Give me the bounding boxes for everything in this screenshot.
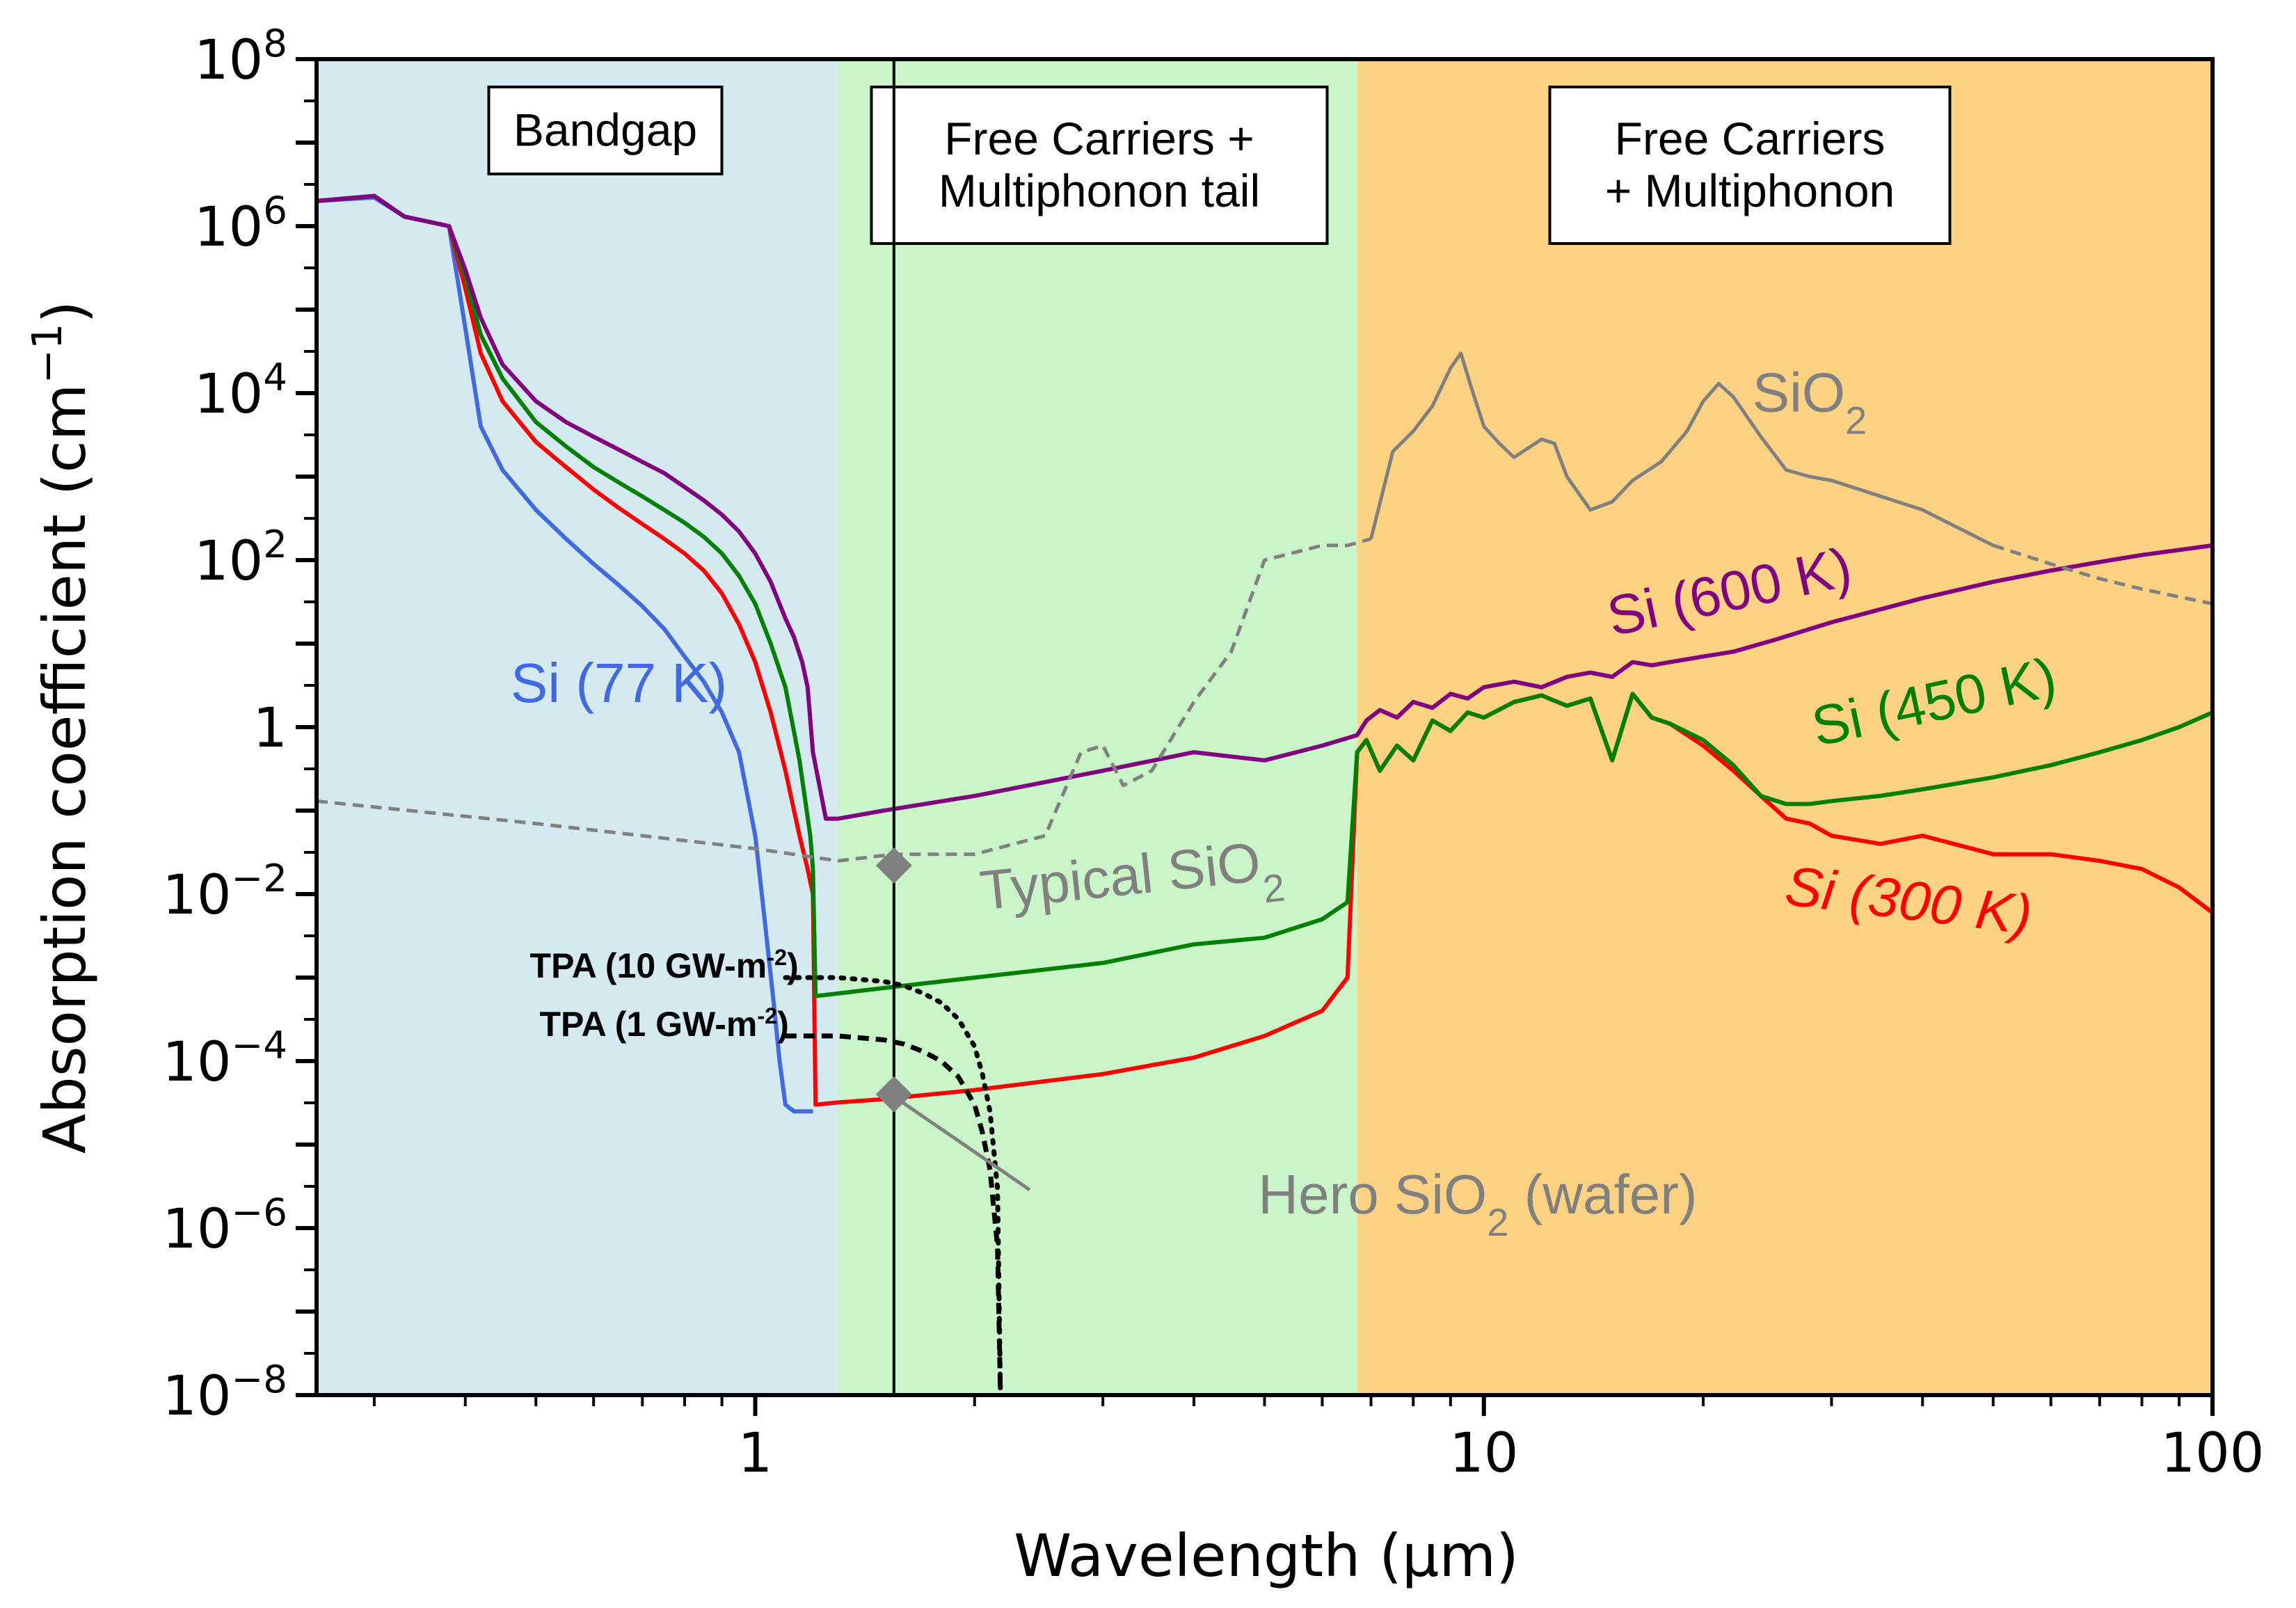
region-label-line: Bandgap <box>513 104 697 156</box>
y-tick-label: 102 <box>194 522 287 593</box>
series-tpa-10-gw-m-2 <box>783 975 1003 1398</box>
region-2 <box>838 59 1357 1395</box>
series-si-600-k <box>316 193 2213 821</box>
x-axis-title: Wavelength (μm) <box>1014 1522 1519 1590</box>
series-si-450-k <box>316 193 2214 998</box>
region-label-line: Free Carriers + <box>944 113 1254 164</box>
series-si-77-k <box>316 195 813 1114</box>
axes-group <box>296 57 2215 1416</box>
tick-labels: 108 106 104 102 1 10−2 10−4 10−6 10−8 1 10 100 <box>162 21 2264 1485</box>
x-tick-label: 10 <box>1449 1422 1518 1485</box>
y-tick-label: 10−8 <box>162 1357 287 1428</box>
series-lines <box>316 193 2214 1398</box>
marker-1 <box>875 847 912 884</box>
hero-leader-line <box>900 1099 1031 1192</box>
x-tick-label: 100 <box>2161 1422 2265 1485</box>
x-tick-label: 1 <box>738 1422 773 1485</box>
series-sio2-segment-1 <box>316 536 1372 863</box>
region-label-line: + Multiphonon <box>1605 165 1895 216</box>
series-si-300-k <box>316 193 2214 1107</box>
label-sio2: SiO2 <box>1753 362 1867 443</box>
y-tick-label: 106 <box>194 188 287 259</box>
y-tick-label: 10−2 <box>162 856 287 927</box>
background-regions <box>317 59 2213 1395</box>
region-label-1: Bandgap <box>487 86 724 175</box>
series-sio2-segment-2 <box>1369 351 1994 548</box>
region-label-line: Multiphonon tail <box>939 165 1260 216</box>
region-1 <box>317 59 838 1395</box>
y-tick-label: 10−6 <box>162 1190 287 1261</box>
label-hero: Hero SiO2 (wafer) <box>1258 1163 1697 1244</box>
y-tick-label: 1 <box>253 697 287 760</box>
region-labels: Bandgap Free Carriers +Multiphonon tailFr… <box>487 86 1952 245</box>
region-3 <box>1357 59 2213 1395</box>
y-tick-label: 10−4 <box>162 1023 287 1094</box>
region-label-line: Free Carriers <box>1615 113 1886 164</box>
series-sio2-segment-3 <box>1992 543 2213 606</box>
y-tick-label: 108 <box>194 21 287 92</box>
y-axis-title: Absorption coefficient (cm−1) <box>23 301 99 1154</box>
label-tpa10: TPA (10 GW-m-2) <box>530 945 799 985</box>
label-si77: Si (77 K) <box>511 652 727 714</box>
y-tick-label: 104 <box>194 355 287 426</box>
label-tpa1: TPA (1 GW-m-2) <box>539 1003 788 1044</box>
region-label-3: Free Carriers+ Multiphonon <box>1548 86 1952 245</box>
region-label-2: Free Carriers +Multiphonon tail <box>870 86 1329 245</box>
